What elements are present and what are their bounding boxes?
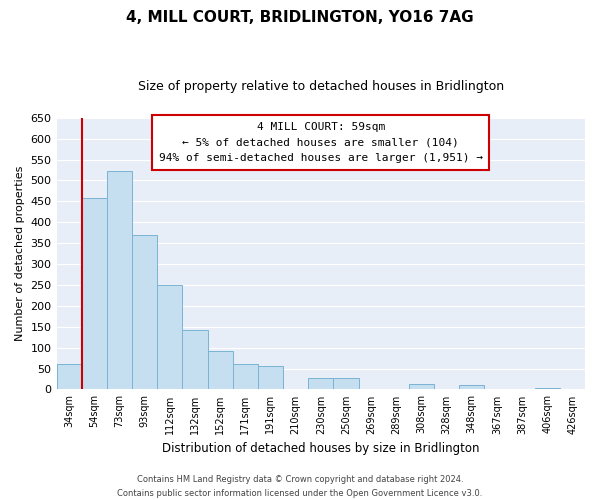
X-axis label: Distribution of detached houses by size in Bridlington: Distribution of detached houses by size … [162, 442, 479, 455]
Bar [182, 330, 208, 390]
Bar [560, 388, 585, 390]
Y-axis label: Number of detached properties: Number of detached properties [15, 166, 25, 342]
Text: 4 MILL COURT: 59sqm
← 5% of detached houses are smaller (104)
94% of semi-detach: 4 MILL COURT: 59sqm ← 5% of detached hou… [159, 122, 483, 163]
Bar [208, 350, 233, 390]
Bar [82, 198, 107, 390]
Bar [308, 378, 334, 390]
Bar [459, 386, 484, 390]
Title: Size of property relative to detached houses in Bridlington: Size of property relative to detached ho… [138, 80, 504, 93]
Bar [107, 172, 132, 390]
Bar [56, 364, 82, 390]
Bar [334, 378, 359, 390]
Bar [157, 285, 182, 390]
Text: 4, MILL COURT, BRIDLINGTON, YO16 7AG: 4, MILL COURT, BRIDLINGTON, YO16 7AG [126, 10, 474, 25]
Bar [132, 235, 157, 390]
Bar [258, 366, 283, 390]
Bar [409, 384, 434, 390]
Bar [233, 364, 258, 390]
Text: Contains HM Land Registry data © Crown copyright and database right 2024.
Contai: Contains HM Land Registry data © Crown c… [118, 476, 482, 498]
Bar [535, 388, 560, 390]
